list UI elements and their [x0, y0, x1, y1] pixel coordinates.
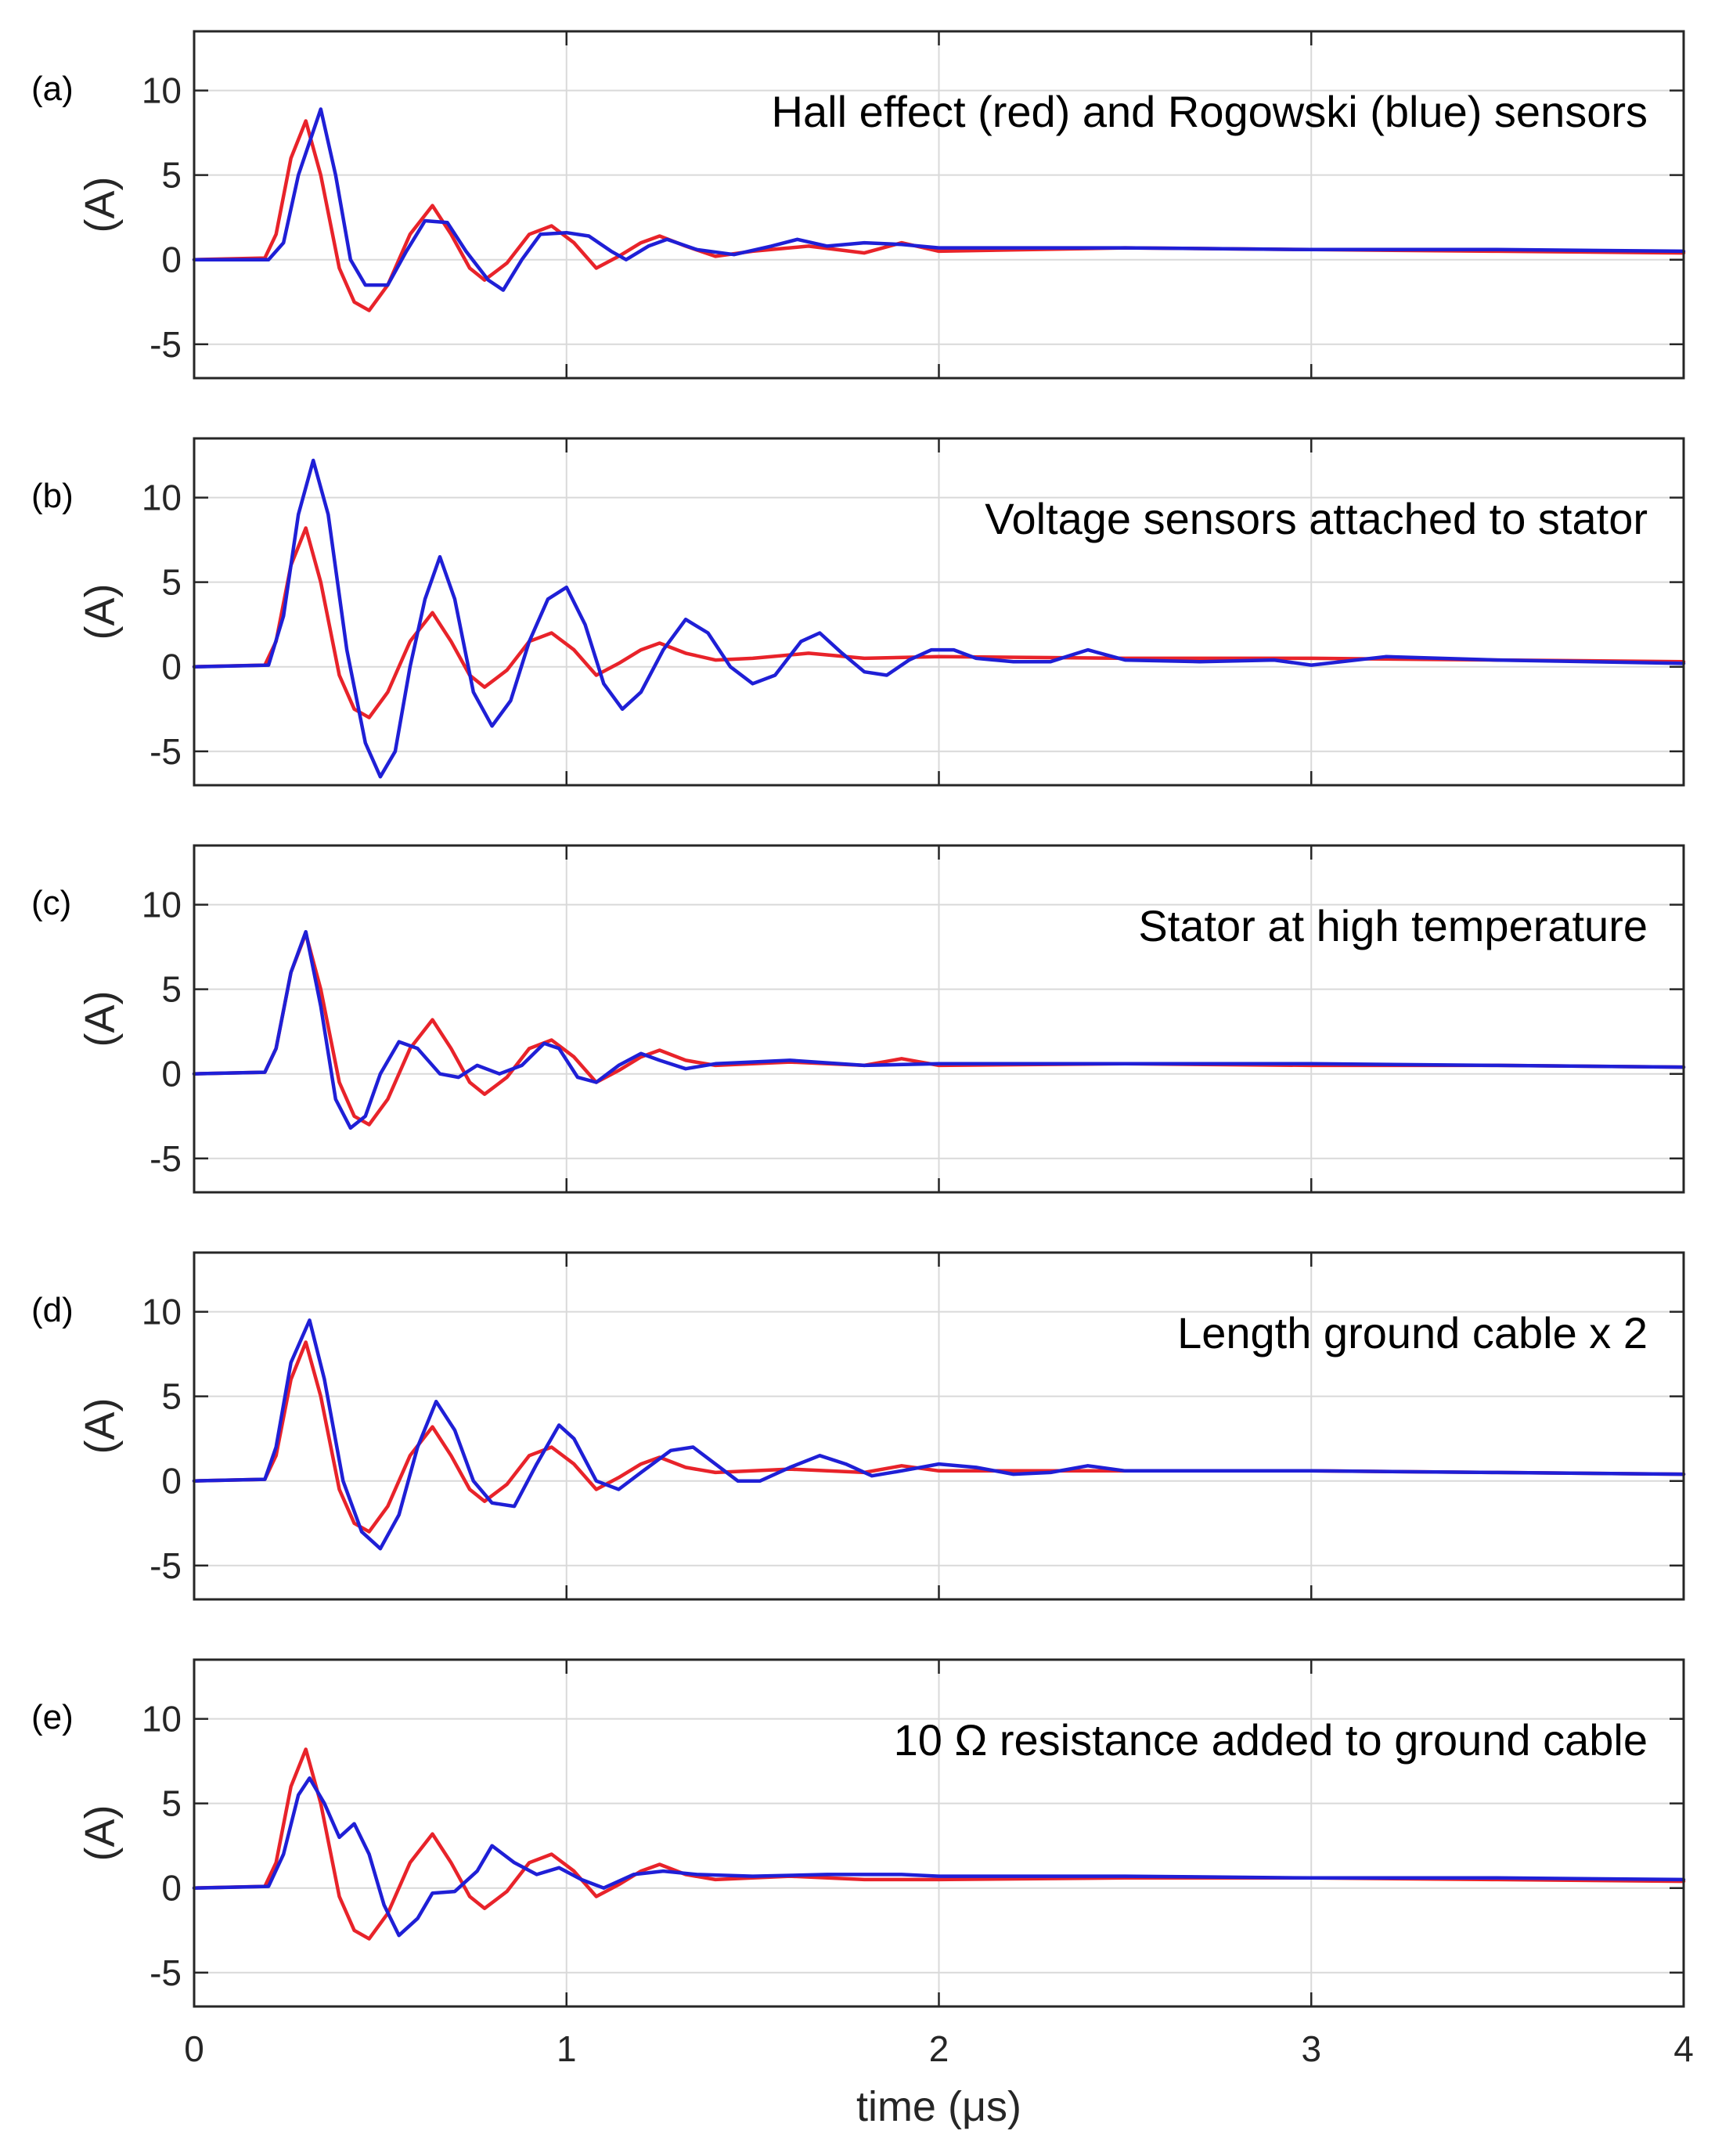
panel-label: (a) [31, 70, 74, 108]
panel-c: 10 5 0 -5 (A) (c) Stator at high temperature [31, 844, 1686, 1194]
series-line-hall-effect [192, 1340, 1686, 1534]
panel-label: (b) [31, 477, 74, 515]
panel-label: (e) [31, 1698, 74, 1736]
y-tick-label: 5 [161, 969, 182, 1010]
series-line-rogowski [192, 1318, 1686, 1551]
panel-label: (c) [31, 884, 71, 922]
x-tick-label: 0 [184, 2028, 204, 2069]
y-axis-label: (A) [77, 1398, 124, 1455]
y-tick-label: 5 [161, 1376, 182, 1417]
y-tick-label: 10 [142, 885, 182, 925]
panel-label: (d) [31, 1291, 74, 1329]
y-tick-label: 5 [161, 1783, 182, 1824]
panel-a: 10 5 0 -5 (A) (a) Hall effect (red) and Rogows… [31, 30, 1686, 380]
y-tick-label: 0 [161, 647, 182, 687]
y-axis-label: (A) [77, 1805, 124, 1862]
panel-annotation: 10 Ω resistance added to ground cable [894, 1715, 1648, 1765]
panel-d: 10 5 0 -5 (A) (d) Length ground cable x 2 [31, 1251, 1686, 1601]
series-line-hall-effect [192, 932, 1686, 1127]
y-tick-label: -5 [150, 731, 182, 772]
x-axis-label: time (μs) [856, 2083, 1021, 2130]
panel-annotation: Voltage sensors attached to stator [985, 494, 1648, 543]
y-axis-label: (A) [77, 584, 124, 640]
y-axis-label: (A) [77, 177, 124, 233]
y-tick-label: 0 [161, 240, 182, 280]
panel-annotation: Stator at high temperature [1138, 901, 1648, 950]
series-line-hall-effect [192, 119, 1686, 312]
y-tick-label: 0 [161, 1054, 182, 1094]
axes-frame [193, 844, 1685, 1194]
y-axis-label: (A) [77, 991, 124, 1047]
panel-annotation: Hall effect (red) and Rogowski (blue) se… [772, 87, 1648, 136]
y-tick-label: 0 [161, 1461, 182, 1502]
series-line-rogowski [192, 1776, 1686, 1938]
panel-e: 10 5 0 -5 (A) (e) 10 Ω resistance added to gro… [31, 1658, 1686, 2008]
y-tick-label: -5 [150, 1545, 182, 1586]
y-tick-label: 0 [161, 1868, 182, 1909]
y-tick-label: 10 [142, 478, 182, 518]
axes-frame [193, 1251, 1685, 1601]
series-line-rogowski [192, 458, 1686, 779]
x-tick-label: 3 [1301, 2028, 1321, 2069]
series-line-rogowski [192, 107, 1686, 292]
panel-b: 10 5 0 -5 (A) (b) Voltage sensors attached to … [31, 437, 1686, 787]
y-tick-label: -5 [150, 1952, 182, 1993]
y-tick-label: 10 [142, 70, 182, 111]
panel-annotation: Length ground cable x 2 [1177, 1308, 1648, 1357]
y-tick-label: -5 [150, 324, 182, 365]
x-tick-label: 1 [557, 2028, 577, 2069]
series-line-rogowski [192, 929, 1686, 1130]
x-tick-label: 2 [929, 2028, 949, 2069]
y-tick-label: 5 [161, 562, 182, 603]
axes-frame [193, 437, 1685, 787]
axes-frame [193, 30, 1685, 380]
x-tick-label: 4 [1673, 2028, 1694, 2069]
y-tick-label: 10 [142, 1292, 182, 1332]
series-line-hall-effect [192, 1747, 1686, 1941]
axes-frame [193, 1658, 1685, 2008]
y-tick-label: 5 [161, 155, 182, 196]
y-tick-label: -5 [150, 1138, 182, 1179]
y-tick-label: 10 [142, 1699, 182, 1740]
